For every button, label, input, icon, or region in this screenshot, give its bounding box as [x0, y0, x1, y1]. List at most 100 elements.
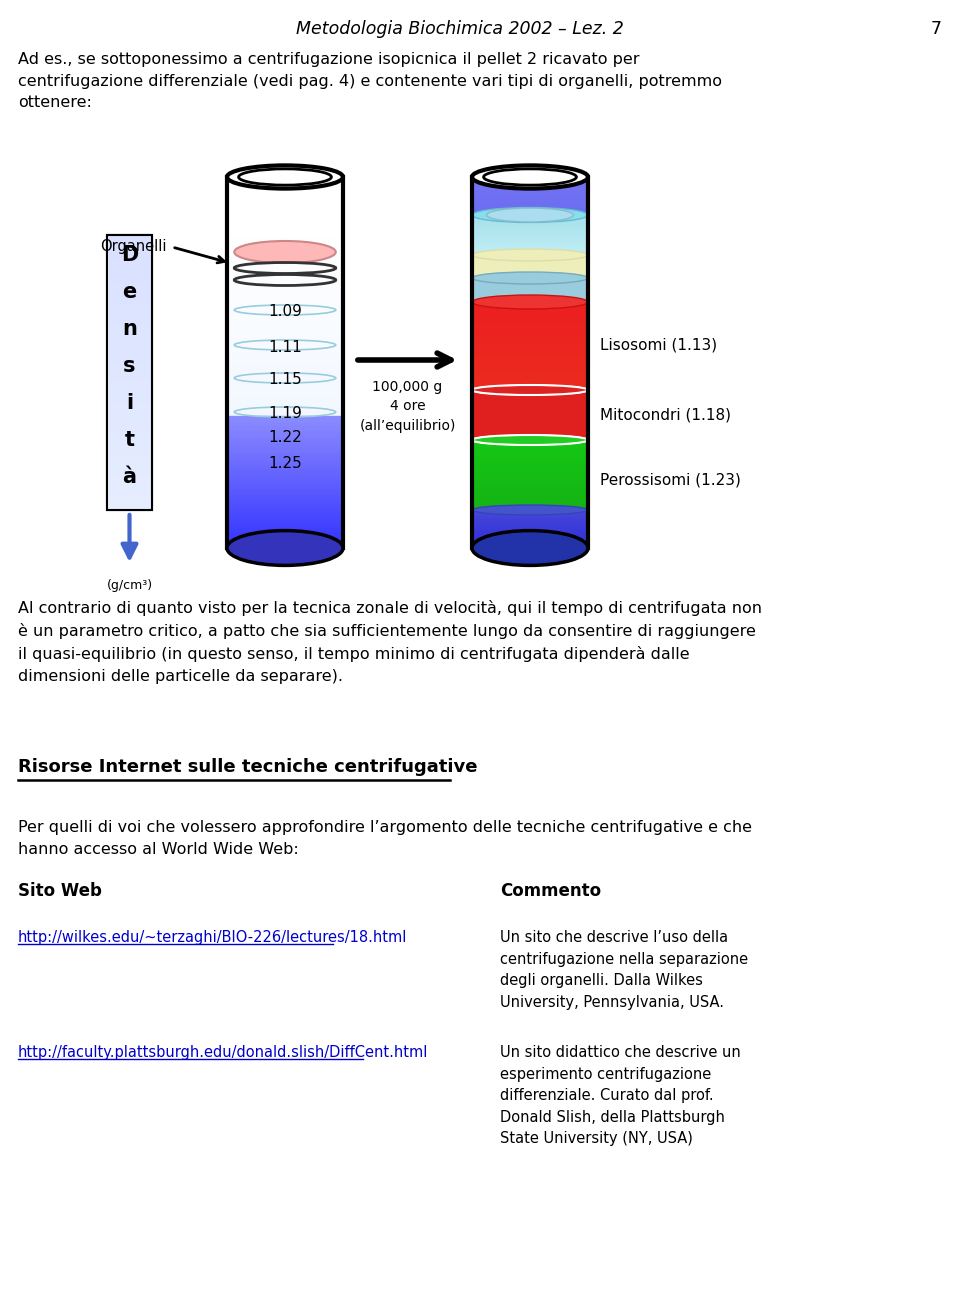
Bar — [108, 442, 151, 444]
Text: Lisosomi (1.13): Lisosomi (1.13) — [600, 337, 717, 353]
Bar — [108, 265, 151, 268]
Bar — [108, 480, 151, 482]
Ellipse shape — [472, 386, 588, 395]
Bar — [108, 290, 151, 293]
Text: http://wilkes.edu/~terzaghi/BIO-226/lectures/18.html: http://wilkes.edu/~terzaghi/BIO-226/lect… — [18, 931, 407, 945]
Bar — [108, 392, 151, 395]
Bar — [108, 400, 151, 403]
Bar — [108, 310, 151, 312]
Ellipse shape — [472, 166, 588, 188]
Ellipse shape — [472, 250, 588, 261]
Bar — [108, 403, 151, 405]
Text: Perossisomi (1.23): Perossisomi (1.23) — [600, 473, 741, 488]
Bar — [108, 380, 151, 383]
Bar — [108, 375, 151, 378]
Text: i: i — [126, 392, 133, 413]
Bar — [108, 337, 151, 340]
Bar — [108, 288, 151, 290]
Bar — [108, 469, 151, 472]
Bar — [108, 427, 151, 430]
Bar — [108, 439, 151, 442]
Bar — [108, 474, 151, 477]
Text: Organelli: Organelli — [101, 239, 167, 255]
Bar — [107, 235, 152, 510]
Ellipse shape — [472, 531, 588, 566]
Bar — [108, 410, 151, 414]
Text: (g/cm³): (g/cm³) — [107, 579, 153, 592]
Bar — [108, 433, 151, 435]
Bar — [108, 356, 151, 358]
Ellipse shape — [227, 166, 343, 188]
Bar — [108, 467, 151, 469]
Text: Un sito didattico che descrive un
esperimento centrifugazione
differenziale. Cur: Un sito didattico che descrive un esperi… — [500, 1046, 741, 1146]
Text: 1.25: 1.25 — [268, 456, 301, 472]
Bar — [108, 273, 151, 276]
Ellipse shape — [472, 435, 588, 444]
Ellipse shape — [472, 386, 588, 395]
Ellipse shape — [227, 531, 343, 566]
Bar — [108, 263, 151, 265]
Bar — [108, 271, 151, 273]
Bar — [108, 463, 151, 467]
Text: 1.09: 1.09 — [268, 305, 302, 319]
Bar — [108, 246, 151, 248]
Bar — [108, 494, 151, 497]
Bar — [108, 488, 151, 490]
Bar — [108, 499, 151, 502]
Bar — [108, 268, 151, 271]
Text: 7: 7 — [931, 20, 942, 38]
Text: http://faculty.plattsburgh.edu/donald.slish/DiffCent.html: http://faculty.plattsburgh.edu/donald.sl… — [18, 1046, 428, 1060]
Text: 1.11: 1.11 — [268, 340, 301, 354]
Bar — [108, 325, 151, 328]
Text: Commento: Commento — [500, 882, 601, 901]
Bar — [108, 417, 151, 420]
Bar — [108, 358, 151, 362]
Bar — [108, 367, 151, 370]
Bar — [108, 320, 151, 323]
Bar — [108, 450, 151, 452]
Bar — [108, 282, 151, 285]
Bar — [108, 260, 151, 263]
Bar — [108, 276, 151, 278]
Bar — [473, 255, 587, 278]
Bar — [108, 278, 151, 282]
Bar — [108, 435, 151, 439]
Bar — [108, 238, 151, 240]
Bar — [108, 422, 151, 425]
Bar — [108, 370, 151, 372]
Bar — [108, 362, 151, 365]
Bar — [108, 257, 151, 260]
Bar — [108, 335, 151, 337]
Bar — [108, 318, 151, 320]
Bar — [108, 342, 151, 345]
Text: Un sito che descrive l’uso della
centrifugazione nella separazione
degli organel: Un sito che descrive l’uso della centrif… — [500, 931, 748, 1010]
Bar — [108, 293, 151, 295]
Bar — [473, 278, 587, 302]
Bar — [108, 285, 151, 288]
Bar — [108, 240, 151, 243]
Bar — [108, 350, 151, 353]
Text: Metodologia Biochimica 2002 – Lez. 2: Metodologia Biochimica 2002 – Lez. 2 — [296, 20, 624, 38]
Bar — [108, 340, 151, 342]
Bar — [108, 507, 151, 510]
Bar — [108, 255, 151, 257]
Bar — [108, 414, 151, 417]
Bar — [108, 243, 151, 246]
Bar — [108, 235, 151, 238]
Bar — [108, 315, 151, 318]
Bar — [108, 303, 151, 307]
Text: Ad es., se sottoponessimo a centrifugazione isopicnica il pellet 2 ricavato per
: Ad es., se sottoponessimo a centrifugazi… — [18, 52, 722, 110]
Bar — [108, 490, 151, 494]
Bar — [108, 408, 151, 410]
Ellipse shape — [472, 295, 588, 308]
Bar — [108, 248, 151, 251]
Text: D: D — [121, 244, 138, 265]
Bar — [108, 505, 151, 507]
Bar — [107, 235, 152, 510]
Bar — [108, 328, 151, 331]
Bar — [108, 502, 151, 505]
Bar — [108, 331, 151, 335]
Ellipse shape — [472, 505, 588, 515]
Text: 1.19: 1.19 — [268, 405, 302, 421]
Bar — [108, 447, 151, 450]
